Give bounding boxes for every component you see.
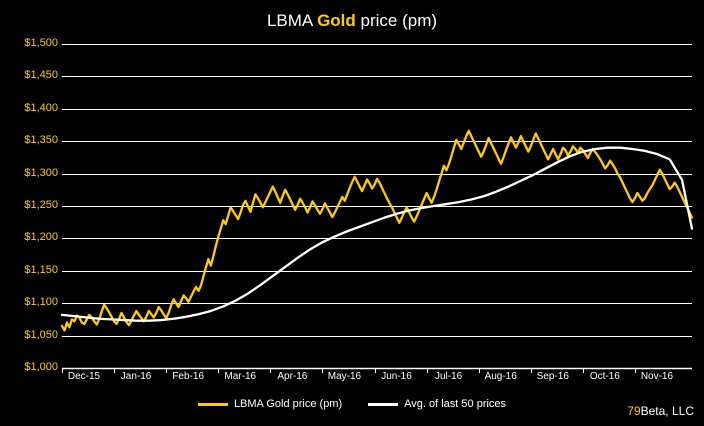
x-axis-tick-label: Jan-16	[120, 371, 152, 382]
x-axis-tick-label: May-16	[327, 371, 362, 382]
x-axis-tick-label: Apr-16	[277, 371, 308, 382]
chart-title-suffix: price (pm)	[355, 11, 438, 30]
watermark: 79Beta, LLC	[627, 404, 694, 418]
chart-title: LBMA Gold price (pm)	[0, 10, 704, 31]
series-lines-group	[60, 129, 694, 332]
chart-legend: LBMA Gold price (pm) Avg. of last 50 pric…	[0, 398, 704, 410]
series-line-gold-price	[60, 129, 694, 332]
x-axis-tick-label: Nov-16	[640, 371, 674, 382]
series-line-moving-average	[60, 146, 694, 322]
y-axis-tick-label: $1,200	[24, 231, 58, 244]
legend-swatch	[368, 402, 399, 406]
x-axis-tick-label: Jul-16	[434, 371, 463, 382]
y-axis-tick-label: $1,000	[24, 361, 58, 373]
legend-item[interactable]: Avg. of last 50 prices	[368, 398, 506, 410]
x-axis-tick-label: Feb-16	[172, 371, 205, 382]
y-axis-tick-label: $1,450	[24, 69, 58, 82]
x-axis-tick-label: Mar-16	[224, 371, 257, 382]
x-axis-tick-label: Dec-15	[67, 371, 101, 382]
y-axis-tick-label: $1,400	[24, 101, 58, 114]
x-axis-tick-label: Oct-16	[589, 371, 620, 382]
xtick-marks-group	[62, 368, 636, 373]
y-axis-tick-label: $1,300	[24, 166, 58, 179]
x-axis-tick-label: Sep-16	[536, 371, 569, 382]
legend-label: LBMA Gold price (pm)	[233, 398, 343, 410]
y-axis-tick-label: $1,150	[24, 263, 58, 276]
y-axis-tick-label: $1,500	[24, 37, 58, 49]
legend-swatch	[197, 402, 228, 406]
y-axis-tick-label: $1,250	[24, 199, 58, 211]
y-axis-tick-label: $1,050	[24, 328, 58, 341]
y-axis-tick-label: $1,100	[24, 296, 58, 309]
watermark-number: 79	[627, 404, 641, 418]
chart-title-highlight: Gold	[317, 11, 356, 30]
watermark-name: Beta, LLC	[640, 404, 694, 418]
chart-title-prefix: LBMA	[266, 11, 318, 30]
legend-label: Avg. of last 50 prices	[404, 398, 507, 410]
x-axis-tick-label: Jun-16	[381, 371, 412, 382]
legend-item[interactable]: LBMA Gold price (pm)	[197, 398, 343, 410]
x-axis-tick-label: Aug-16	[484, 371, 517, 382]
y-axis-tick-label: $1,350	[24, 134, 58, 147]
